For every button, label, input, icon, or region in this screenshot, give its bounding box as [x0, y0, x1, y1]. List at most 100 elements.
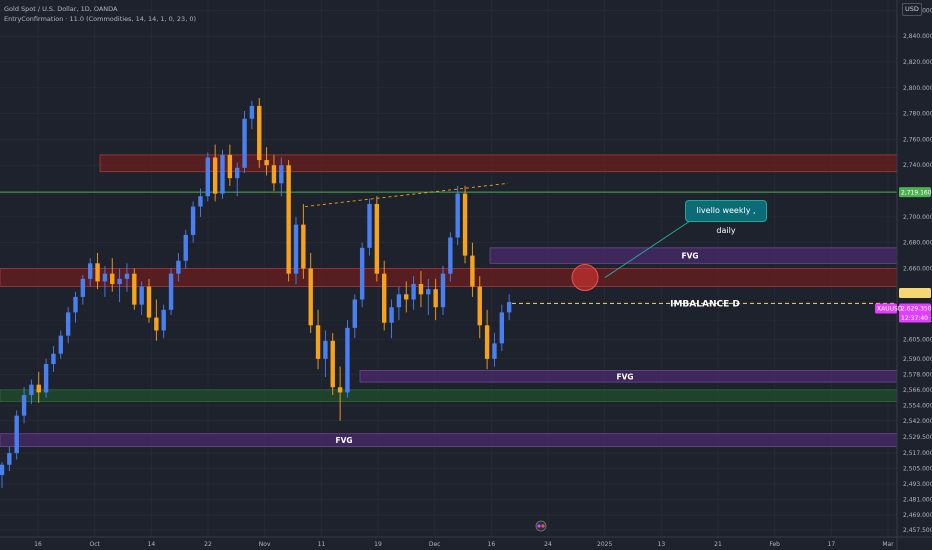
candle-body[interactable]: [264, 160, 269, 166]
candle-body[interactable]: [330, 340, 335, 388]
callout-note[interactable]: livello weekly , daily: [685, 200, 767, 235]
fvg-label: FVG: [335, 436, 352, 445]
candle-body[interactable]: [176, 260, 181, 274]
chart-legend[interactable]: Gold Spot / U.S. Dollar, 1D, OANDA Entry…: [4, 4, 196, 24]
candle-body[interactable]: [242, 118, 247, 168]
candle-body[interactable]: [359, 247, 365, 300]
candle-body[interactable]: [154, 317, 159, 331]
indicator-title[interactable]: EntryConfirmation · 11.0 (Commodities, 1…: [4, 15, 196, 23]
candle-body[interactable]: [382, 273, 387, 323]
x-tick-label: 13: [658, 541, 666, 548]
candle-body[interactable]: [337, 387, 343, 393]
candle-body[interactable]: [95, 263, 100, 282]
candle-body[interactable]: [345, 327, 350, 393]
y-tick-label: 2,605.000: [903, 336, 932, 343]
currency-button[interactable]: USD: [902, 3, 922, 16]
candle-body[interactable]: [227, 154, 233, 179]
candle-body[interactable]: [7, 453, 12, 465]
levels: [0, 182, 897, 304]
candle-body[interactable]: [374, 203, 380, 274]
candle-body[interactable]: [161, 309, 166, 331]
candle-body[interactable]: [190, 206, 196, 235]
candle-body[interactable]: [110, 273, 115, 284]
candle-body[interactable]: [21, 395, 27, 416]
candle-body[interactable]: [411, 283, 416, 300]
candle-body[interactable]: [58, 335, 63, 354]
candle-body[interactable]: [506, 302, 512, 313]
y-tick-label: 2,517.000: [903, 450, 932, 457]
symbol-title[interactable]: Gold Spot / U.S. Dollar, 1D, OANDA: [4, 5, 118, 13]
symbol-tag-bg: [875, 303, 897, 314]
candle-body[interactable]: [418, 283, 424, 295]
countdown-tag-bg: [899, 312, 931, 323]
candle-body[interactable]: [51, 353, 56, 365]
candle-body[interactable]: [308, 268, 313, 326]
current-price-tag: 2,629.350: [901, 306, 932, 313]
x-tick-label: 24: [544, 541, 552, 548]
x-tick-label: 16: [488, 541, 496, 548]
zone-supply: [99, 154, 898, 173]
candle-body[interactable]: [102, 273, 108, 282]
candle-body[interactable]: [0, 464, 5, 476]
candle-body[interactable]: [352, 299, 357, 328]
candle-body[interactable]: [205, 157, 210, 197]
time-scale[interactable]: 16 Oct 14 22 Nov 11 19 Dec 16 24 2025 13 21 Feb 17 Mar: [34, 541, 894, 548]
candle-body[interactable]: [235, 167, 240, 179]
candle-body[interactable]: [183, 234, 188, 261]
y-tick-label: 2,680.000: [903, 240, 932, 247]
logo-icon[interactable]: [535, 520, 547, 532]
candle-body[interactable]: [73, 296, 78, 313]
candle-body[interactable]: [367, 203, 372, 248]
candle-body[interactable]: [220, 154, 225, 194]
candle-body[interactable]: [499, 312, 504, 344]
candle-body[interactable]: [212, 157, 218, 194]
candle-body[interactable]: [279, 165, 284, 184]
candle-body[interactable]: [433, 289, 438, 308]
candle-body[interactable]: [257, 105, 262, 161]
candle-body[interactable]: [396, 294, 402, 308]
x-tick-label: 14: [148, 541, 156, 548]
candle-body[interactable]: [249, 105, 255, 119]
x-tick-label: Feb: [769, 541, 780, 548]
candle-body[interactable]: [477, 286, 482, 326]
candle-body[interactable]: [139, 286, 144, 305]
candle-body[interactable]: [315, 325, 321, 359]
candle-body[interactable]: [286, 165, 291, 274]
x-tick-label: 21: [714, 541, 722, 548]
candle-body[interactable]: [146, 286, 152, 318]
price-scale[interactable]: 2,860.0002,840.0002,820.0002,800.0002,78…: [903, 7, 932, 534]
candle-body[interactable]: [301, 224, 306, 269]
candle-body[interactable]: [43, 364, 49, 393]
candle-body[interactable]: [198, 196, 203, 207]
candle-body[interactable]: [124, 273, 130, 279]
candles[interactable]: [0, 98, 512, 488]
candle-body[interactable]: [80, 278, 86, 297]
candle-body[interactable]: [492, 343, 497, 359]
y-tick-label: 2,590.000: [903, 356, 932, 363]
candle-body[interactable]: [323, 340, 328, 359]
candle-body[interactable]: [29, 384, 34, 396]
x-tick-label: Dec: [429, 541, 441, 548]
candle-body[interactable]: [132, 273, 137, 305]
candle-body[interactable]: [36, 384, 41, 393]
y-tick-label: 2,542.000: [903, 418, 932, 425]
candle-body[interactable]: [426, 289, 431, 295]
candle-body[interactable]: [271, 165, 277, 184]
candle-body[interactable]: [462, 193, 468, 256]
candle-body[interactable]: [470, 255, 475, 287]
y-tick-label: 2,660.000: [903, 266, 932, 273]
candle-body[interactable]: [448, 237, 453, 274]
candle-body[interactable]: [117, 278, 122, 284]
candle-body[interactable]: [455, 193, 460, 238]
candle-body[interactable]: [88, 263, 93, 279]
candle-body[interactable]: [440, 273, 446, 308]
candle-body[interactable]: [168, 273, 174, 310]
candle-body[interactable]: [293, 224, 299, 274]
candle-body[interactable]: [484, 325, 490, 359]
candle-body[interactable]: [65, 312, 71, 336]
candle-body[interactable]: [404, 294, 409, 300]
candle-body[interactable]: [14, 415, 19, 454]
candle-body[interactable]: [389, 307, 394, 323]
symbol-tag: XAUUSD: [877, 306, 903, 313]
